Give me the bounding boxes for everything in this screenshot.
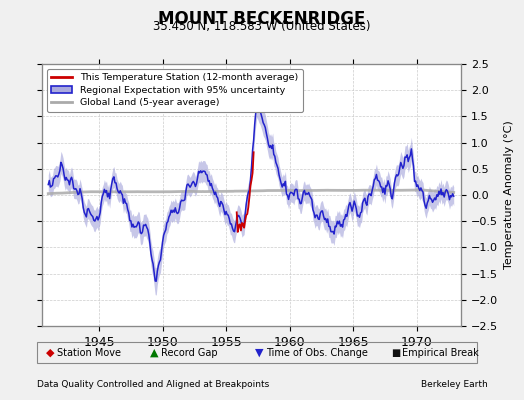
Text: Berkeley Earth: Berkeley Earth (421, 380, 487, 389)
Text: MOUNT BECKENRIDGE: MOUNT BECKENRIDGE (158, 10, 366, 28)
Text: 35.450 N, 118.583 W (United States): 35.450 N, 118.583 W (United States) (153, 20, 371, 33)
Text: Station Move: Station Move (57, 348, 121, 358)
Text: Empirical Break: Empirical Break (402, 348, 479, 358)
Y-axis label: Temperature Anomaly (°C): Temperature Anomaly (°C) (504, 121, 514, 269)
Legend: This Temperature Station (12-month average), Regional Expectation with 95% uncer: This Temperature Station (12-month avera… (47, 69, 303, 112)
Text: Time of Obs. Change: Time of Obs. Change (266, 348, 368, 358)
Text: ▼: ▼ (255, 348, 264, 358)
Text: Record Gap: Record Gap (161, 348, 218, 358)
Text: ◆: ◆ (46, 348, 54, 358)
Text: Data Quality Controlled and Aligned at Breakpoints: Data Quality Controlled and Aligned at B… (37, 380, 269, 389)
Text: ▲: ▲ (150, 348, 159, 358)
Text: ■: ■ (391, 348, 400, 358)
